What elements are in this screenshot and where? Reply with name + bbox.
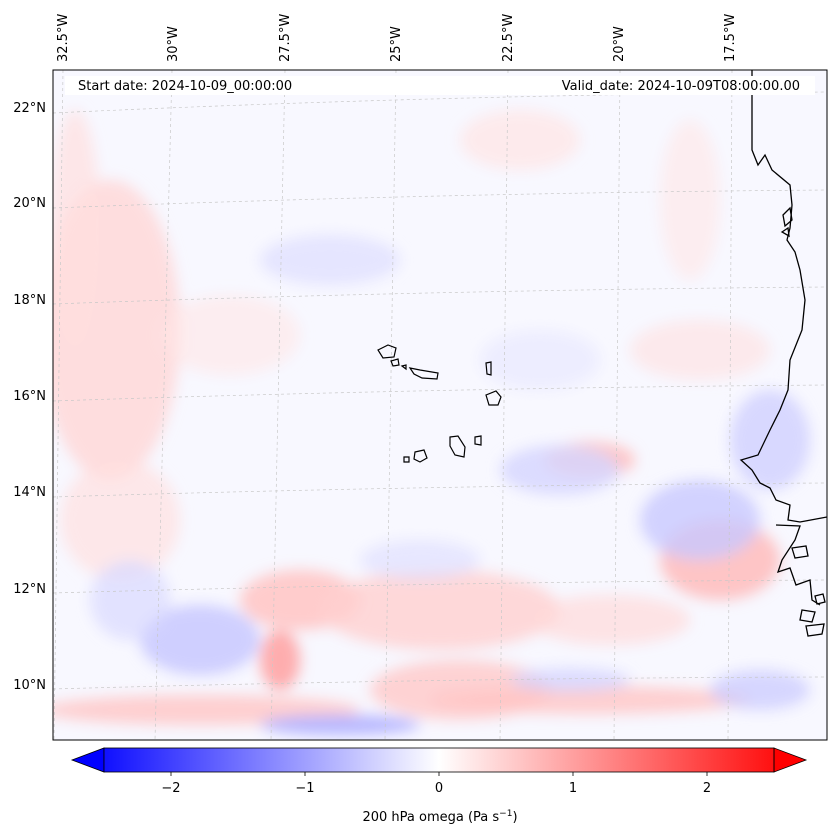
colorbar-tick-1: 1 [569,781,577,796]
lat-label-14n: 14°N [13,485,46,500]
colorbar-min-extend [70,747,105,773]
africa-coastline [739,70,827,523]
gridlines [53,70,827,740]
lat-label-20n: 20°N [13,196,46,211]
lon-label-17-5w: 17.5°W [723,14,738,62]
omega-field [53,110,810,735]
cabo-verde-islands [377,344,502,463]
valid-date-label: Valid_date: 2024-10-09T08:00:00.00 [562,79,800,94]
colorbar: −2 −1 0 1 2 200 hPa omega (Pa s−1) [70,747,808,825]
lon-label-25w: 25°W [389,26,404,62]
start-date-label: Start date: 2024-10-09_00:00:00 [78,79,292,94]
santo-antao-island [377,344,397,359]
boa-vista-island [485,390,502,406]
sao-vicente-island [390,358,400,367]
santiago-island [449,435,466,458]
colorbar-label: 200 hPa omega (Pa s−1) [362,809,517,825]
lon-label-20w: 20°W [612,26,627,62]
lat-label-10n: 10°N [13,678,46,693]
maio-island [474,435,482,446]
lat-label-22n: 22°N [13,101,46,116]
header-bar [65,76,815,95]
colorbar-tick-minus-2: −2 [161,781,180,796]
coastlines [739,70,827,637]
colorbar-max-extend [773,747,808,773]
lon-label-27-5w: 27.5°W [278,14,293,62]
lat-label-16n: 16°N [13,389,46,404]
brava-island [403,456,410,463]
lon-label-22-5w: 22.5°W [501,14,516,62]
colorbar-tick-minus-1: −1 [295,781,314,796]
colorbar-gradient [104,748,774,772]
lon-label-30w: 30°W [166,26,181,62]
santa-luzia-island [400,364,407,371]
colorbar-tick-2: 2 [703,781,711,796]
map-panel [53,70,827,740]
sal-island [485,361,492,376]
latitude-labels: 22°N 20°N 18°N 16°N 14°N 12°N 10°N [13,101,46,693]
lat-label-18n: 18°N [13,293,46,308]
lon-label-32-5w: 32.5°W [56,14,71,62]
colorbar-tick-0: 0 [435,781,443,796]
longitude-labels: 32.5°W 30°W 27.5°W 25°W 22.5°W 20°W 17.5… [56,14,738,62]
fogo-island [413,449,428,463]
sao-nicolau-island [408,367,439,380]
map-frame [52,69,828,741]
lat-label-12n: 12°N [13,582,46,597]
